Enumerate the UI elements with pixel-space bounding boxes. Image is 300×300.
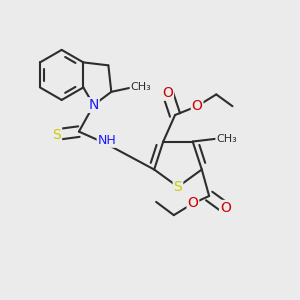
Text: NH: NH [98, 134, 116, 147]
Text: S: S [52, 128, 61, 142]
Text: CH₃: CH₃ [130, 82, 151, 92]
Text: O: O [192, 99, 203, 113]
Text: S: S [174, 180, 182, 194]
Text: O: O [220, 201, 231, 215]
Text: N: N [88, 98, 99, 112]
Text: CH₃: CH₃ [216, 134, 237, 144]
Text: O: O [188, 196, 198, 210]
Text: O: O [162, 86, 173, 100]
